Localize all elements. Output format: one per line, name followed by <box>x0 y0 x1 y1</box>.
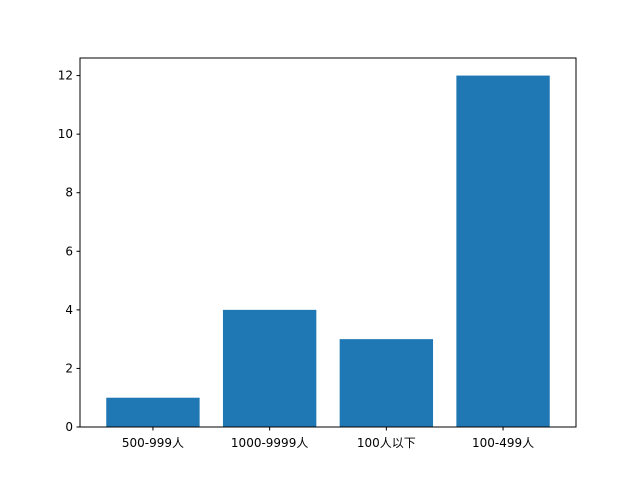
y-axis: 0 2 4 6 8 10 12 <box>58 69 80 434</box>
y-tick-label: 0 <box>65 420 73 434</box>
y-tick-label: 2 <box>65 361 73 375</box>
bar-3 <box>456 75 550 428</box>
y-tick-label: 4 <box>65 303 73 317</box>
x-axis: 500-999人 1000-9999人 100人以下 100-499人 <box>122 427 534 450</box>
y-tick-label: 10 <box>58 127 73 141</box>
bar-1 <box>222 309 317 427</box>
x-tick-label: 1000-9999人 <box>231 436 308 450</box>
bar-0 <box>106 397 200 427</box>
bar-2 <box>339 339 434 427</box>
x-tick-label: 100-499人 <box>472 436 534 450</box>
y-tick-label: 12 <box>58 69 73 83</box>
y-tick-label: 6 <box>65 244 73 258</box>
y-tick-label: 8 <box>65 186 73 200</box>
x-tick-label: 100人以下 <box>357 436 416 450</box>
x-tick-label: 500-999人 <box>122 436 184 450</box>
bars-group <box>106 75 550 428</box>
plot-frame <box>79 57 577 428</box>
